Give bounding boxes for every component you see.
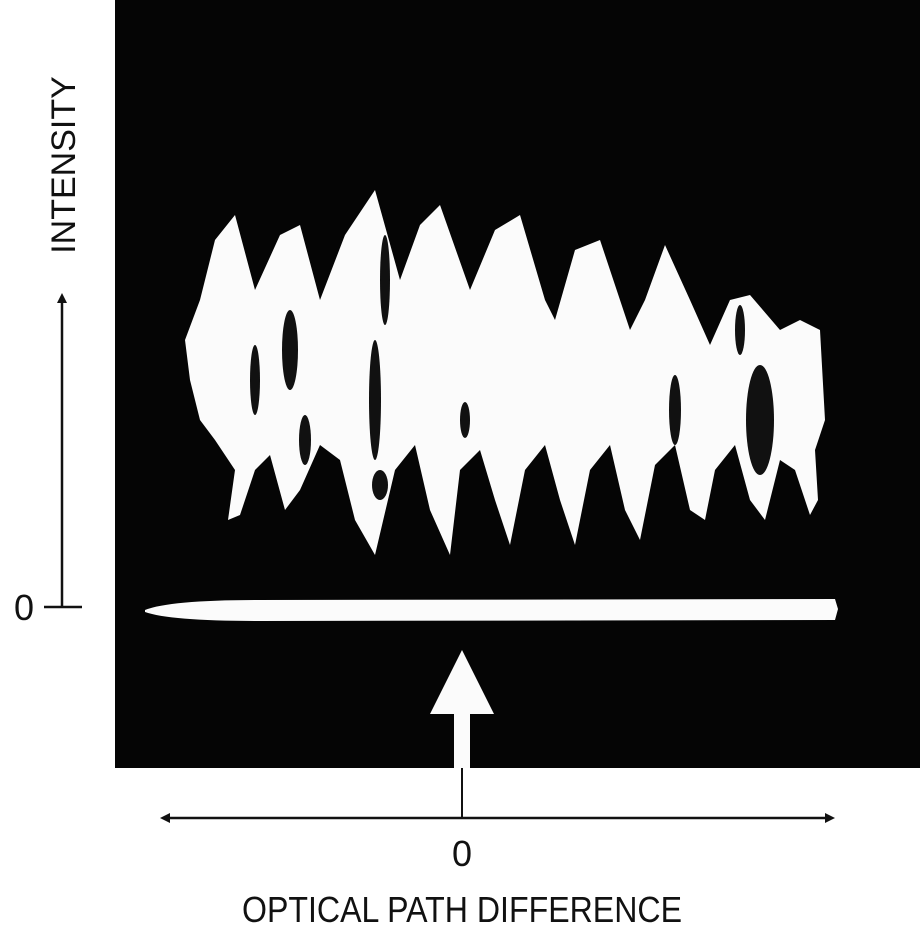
y-zero-label: 0 bbox=[14, 587, 34, 628]
page: 0 INTENSITY 0 OPTICAL PATH DIFFERENCE ((… bbox=[0, 0, 920, 928]
zero-trace bbox=[145, 599, 838, 621]
x-axis-title: OPTICAL PATH DIFFERENCE bbox=[242, 889, 682, 928]
figure: 0 INTENSITY 0 OPTICAL PATH DIFFERENCE bbox=[0, 0, 920, 928]
y-axis-title: INTENSITY bbox=[45, 76, 83, 254]
x-zero-label: 0 bbox=[452, 833, 472, 874]
